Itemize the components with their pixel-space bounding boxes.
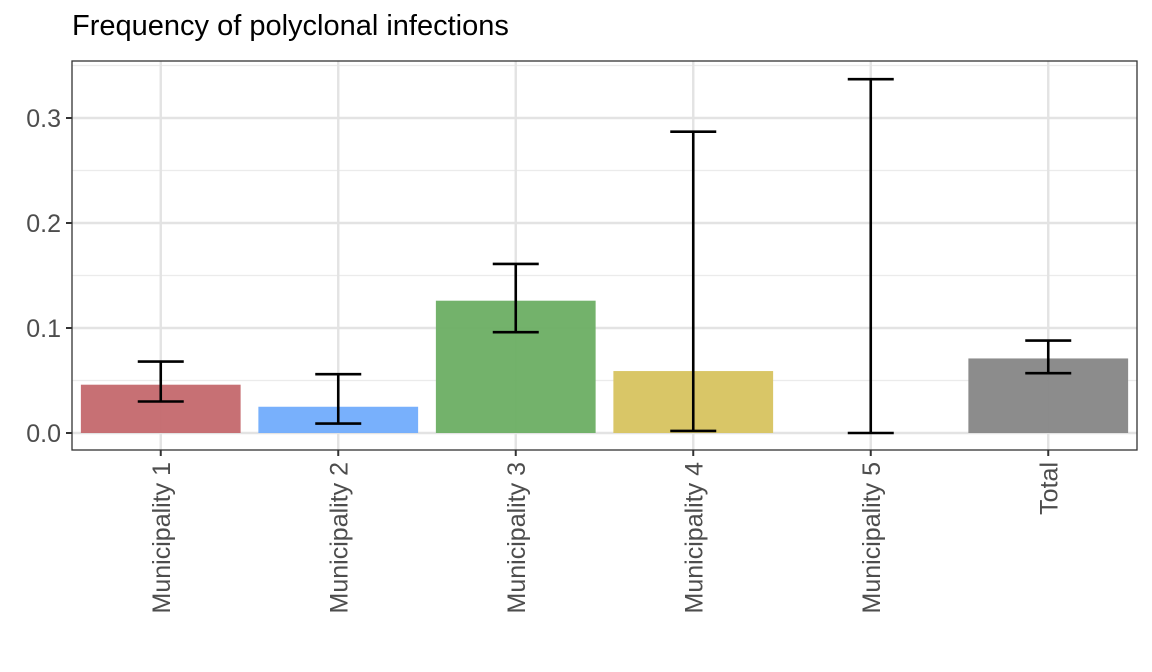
x-tick-label: Municipality 3	[503, 462, 531, 613]
x-tick-label: Municipality 4	[680, 462, 708, 614]
y-tick-label: 0.0	[26, 420, 61, 448]
x-tick-label: Municipality 1	[148, 462, 176, 613]
panel-border	[71, 60, 1138, 451]
y-tick-label: 0.1	[26, 315, 61, 343]
y-tick-label: 0.3	[26, 105, 61, 133]
x-tick-label: Municipality 2	[325, 462, 353, 613]
x-tick-label: Municipality 5	[858, 462, 886, 613]
chart-title: Frequency of polyclonal infections	[72, 10, 509, 42]
x-tick-label: Total	[1035, 462, 1063, 515]
y-tick-label: 0.2	[26, 210, 61, 238]
